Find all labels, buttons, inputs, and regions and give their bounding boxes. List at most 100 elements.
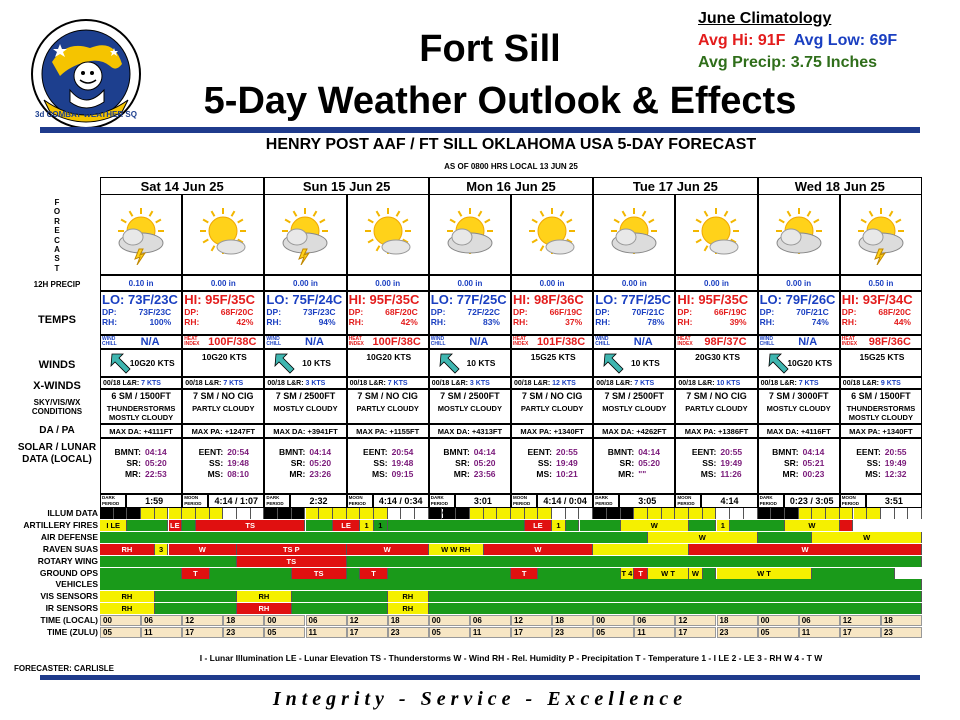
temp-value: HI: 95F/35C — [348, 292, 420, 307]
solar-cell: BMNT: 04:14 SR: 05:20 MR: 22:53 — [100, 438, 183, 494]
illum-segment — [785, 508, 799, 519]
illum-segment — [524, 508, 539, 519]
footer-motto: Integrity - Service - Excellence — [272, 688, 688, 710]
temp-value: HI: 98F/36C — [513, 292, 584, 307]
wind-value: 10G20 KTS — [366, 352, 412, 362]
wind-value: 10G20 KTS — [201, 352, 247, 362]
illum-moon-value: 4:14 / 0:34 — [372, 494, 429, 508]
dewpoint: DP: 73F/23C — [102, 307, 181, 317]
dewpoint-label: DP: — [595, 307, 610, 317]
solar-value: 04:14 — [638, 447, 660, 457]
solar-value: 19:48 — [227, 458, 249, 468]
illum-segment — [332, 508, 347, 519]
sky-cell: 7 SM / NO CIG PARTLY CLOUDY — [182, 389, 265, 424]
time-cell: 11 — [798, 627, 840, 638]
solar-label: MS: — [865, 469, 881, 479]
sky-conditions: PARTLY CLOUDY — [520, 404, 584, 413]
solar-row: SS: 19:48 — [348, 458, 428, 469]
solar-row: MS: 10:21 — [512, 469, 592, 480]
time-cell: 18 — [387, 615, 429, 627]
wind-cell: 10G20 KTS — [757, 349, 840, 377]
precip-cell: 0.10 in — [100, 275, 183, 291]
illum-segment — [908, 508, 922, 519]
solar-row: MS: 09:15 — [348, 469, 428, 480]
effect-segment: LE — [332, 519, 361, 531]
forecast-title: HENRY POST AAF / FT SILL OKLAHOMA USA 5-… — [265, 136, 757, 153]
dewpoint: DP: 68F/20C — [842, 307, 921, 317]
dewpoint-label: DP: — [102, 307, 117, 317]
wind-value: 10G20 KTS — [787, 358, 833, 368]
solar-label: SR: — [290, 458, 306, 468]
dapa-cell: MAX PA: +1386FT — [675, 424, 758, 438]
wind-value: 15G25 KTS — [859, 352, 905, 362]
illum-segment — [442, 508, 457, 519]
effect-segment: W — [689, 543, 922, 555]
dewpoint: DP: 73F/23C — [266, 307, 345, 317]
time-cell: 00 — [428, 615, 470, 627]
temp-value: LO: 75F/24C — [266, 292, 343, 307]
time-cell: 23 — [552, 627, 594, 638]
illum-moon-label: MOON PERIOD — [511, 494, 537, 508]
humidity-value: 78% — [647, 317, 665, 327]
index-cell: HEAT INDEX 101F/38C — [511, 335, 594, 349]
illum-segment — [483, 508, 498, 519]
effect-segment: W — [483, 543, 594, 555]
time-row-time_zulu: 05 11 17 23 05 11 17 23 05 11 17 23 05 11 17 23 05 11 17 23 — [100, 627, 922, 638]
thunderstorm-icon — [282, 207, 329, 265]
index-label: HEAT INDEX — [348, 336, 364, 347]
solar-value: 04:14 — [802, 447, 825, 457]
dewpoint-value: 68F/20C — [220, 307, 254, 317]
temp-value: LO: 79F/26C — [759, 292, 836, 307]
humidity: RH: 83% — [431, 317, 510, 327]
illum-segment — [606, 508, 621, 519]
solar-value: 10:21 — [556, 469, 578, 479]
illum-segment — [141, 508, 155, 519]
solar-label: MR: — [289, 469, 306, 479]
solar-row: SS: 19:49 — [512, 458, 592, 469]
solar-label: SS: — [537, 458, 552, 468]
illum-segment — [579, 508, 594, 519]
effect-segment: RH — [237, 603, 292, 615]
dapa-cell: MAX DA: +4111FT — [100, 424, 183, 438]
label-sky: SKY/VIS/WX CONDITIONS — [31, 398, 83, 416]
xwind-value: 7 KTS — [798, 380, 819, 387]
solar-cell: BMNT: 04:14 SR: 05:21 MR: 00:23 — [757, 438, 840, 494]
time-cell: 18 — [223, 615, 265, 627]
humidity-value: 83% — [482, 317, 500, 327]
illum-moon-label: MOON PERIOD — [675, 494, 702, 508]
effect-row-rotary: TS — [100, 555, 922, 567]
illum-segment — [237, 508, 251, 519]
illum-dark-value: 3:01 — [454, 494, 511, 508]
effect-segment: W T — [716, 567, 813, 579]
illum-segment — [648, 508, 662, 519]
solar-value: 08:10 — [227, 469, 249, 479]
dewpoint-label: DP: — [513, 307, 528, 317]
effect-segment — [428, 591, 922, 603]
sky-conditions: MOSTLY CLOUDY — [437, 404, 502, 413]
xwind-cell: 00/18 L&R: 7 KTS — [757, 377, 840, 389]
solar-label: BMNT: — [607, 447, 635, 457]
index-label: HEAT INDEX — [677, 336, 693, 347]
effect-segment: TS P — [237, 543, 347, 555]
sky-cell: 7 SM / 2500FT MOSTLY CLOUDY — [593, 389, 676, 424]
humidity-value: 37% — [565, 317, 583, 327]
solar-cell: EENT: 20:54 SS: 19:48 MS: 08:10 — [182, 438, 265, 494]
wind-cell: 10 KTS — [428, 349, 511, 377]
forecast-letter: T — [54, 263, 60, 273]
illum-segment — [812, 508, 827, 519]
dewpoint-value: 68F/20C — [385, 307, 418, 317]
time-cell: 06 — [305, 615, 347, 627]
effect-segment — [346, 567, 361, 579]
solar-value: 19:49 — [720, 458, 743, 468]
index-value: 100F/38C — [372, 336, 421, 348]
illum-segment — [182, 508, 196, 519]
solar-value: 05:20 — [473, 458, 496, 468]
time-cell: 17 — [182, 627, 224, 638]
solar-value: 23:26 — [309, 469, 332, 479]
illum-segment — [675, 508, 690, 519]
time-cell: 12 — [182, 615, 224, 627]
dewpoint-label: DP: — [184, 307, 199, 317]
index-label: WIND CHILL — [102, 336, 117, 347]
solar-label: EENT: — [363, 447, 388, 457]
index-value: N/A — [140, 336, 160, 348]
